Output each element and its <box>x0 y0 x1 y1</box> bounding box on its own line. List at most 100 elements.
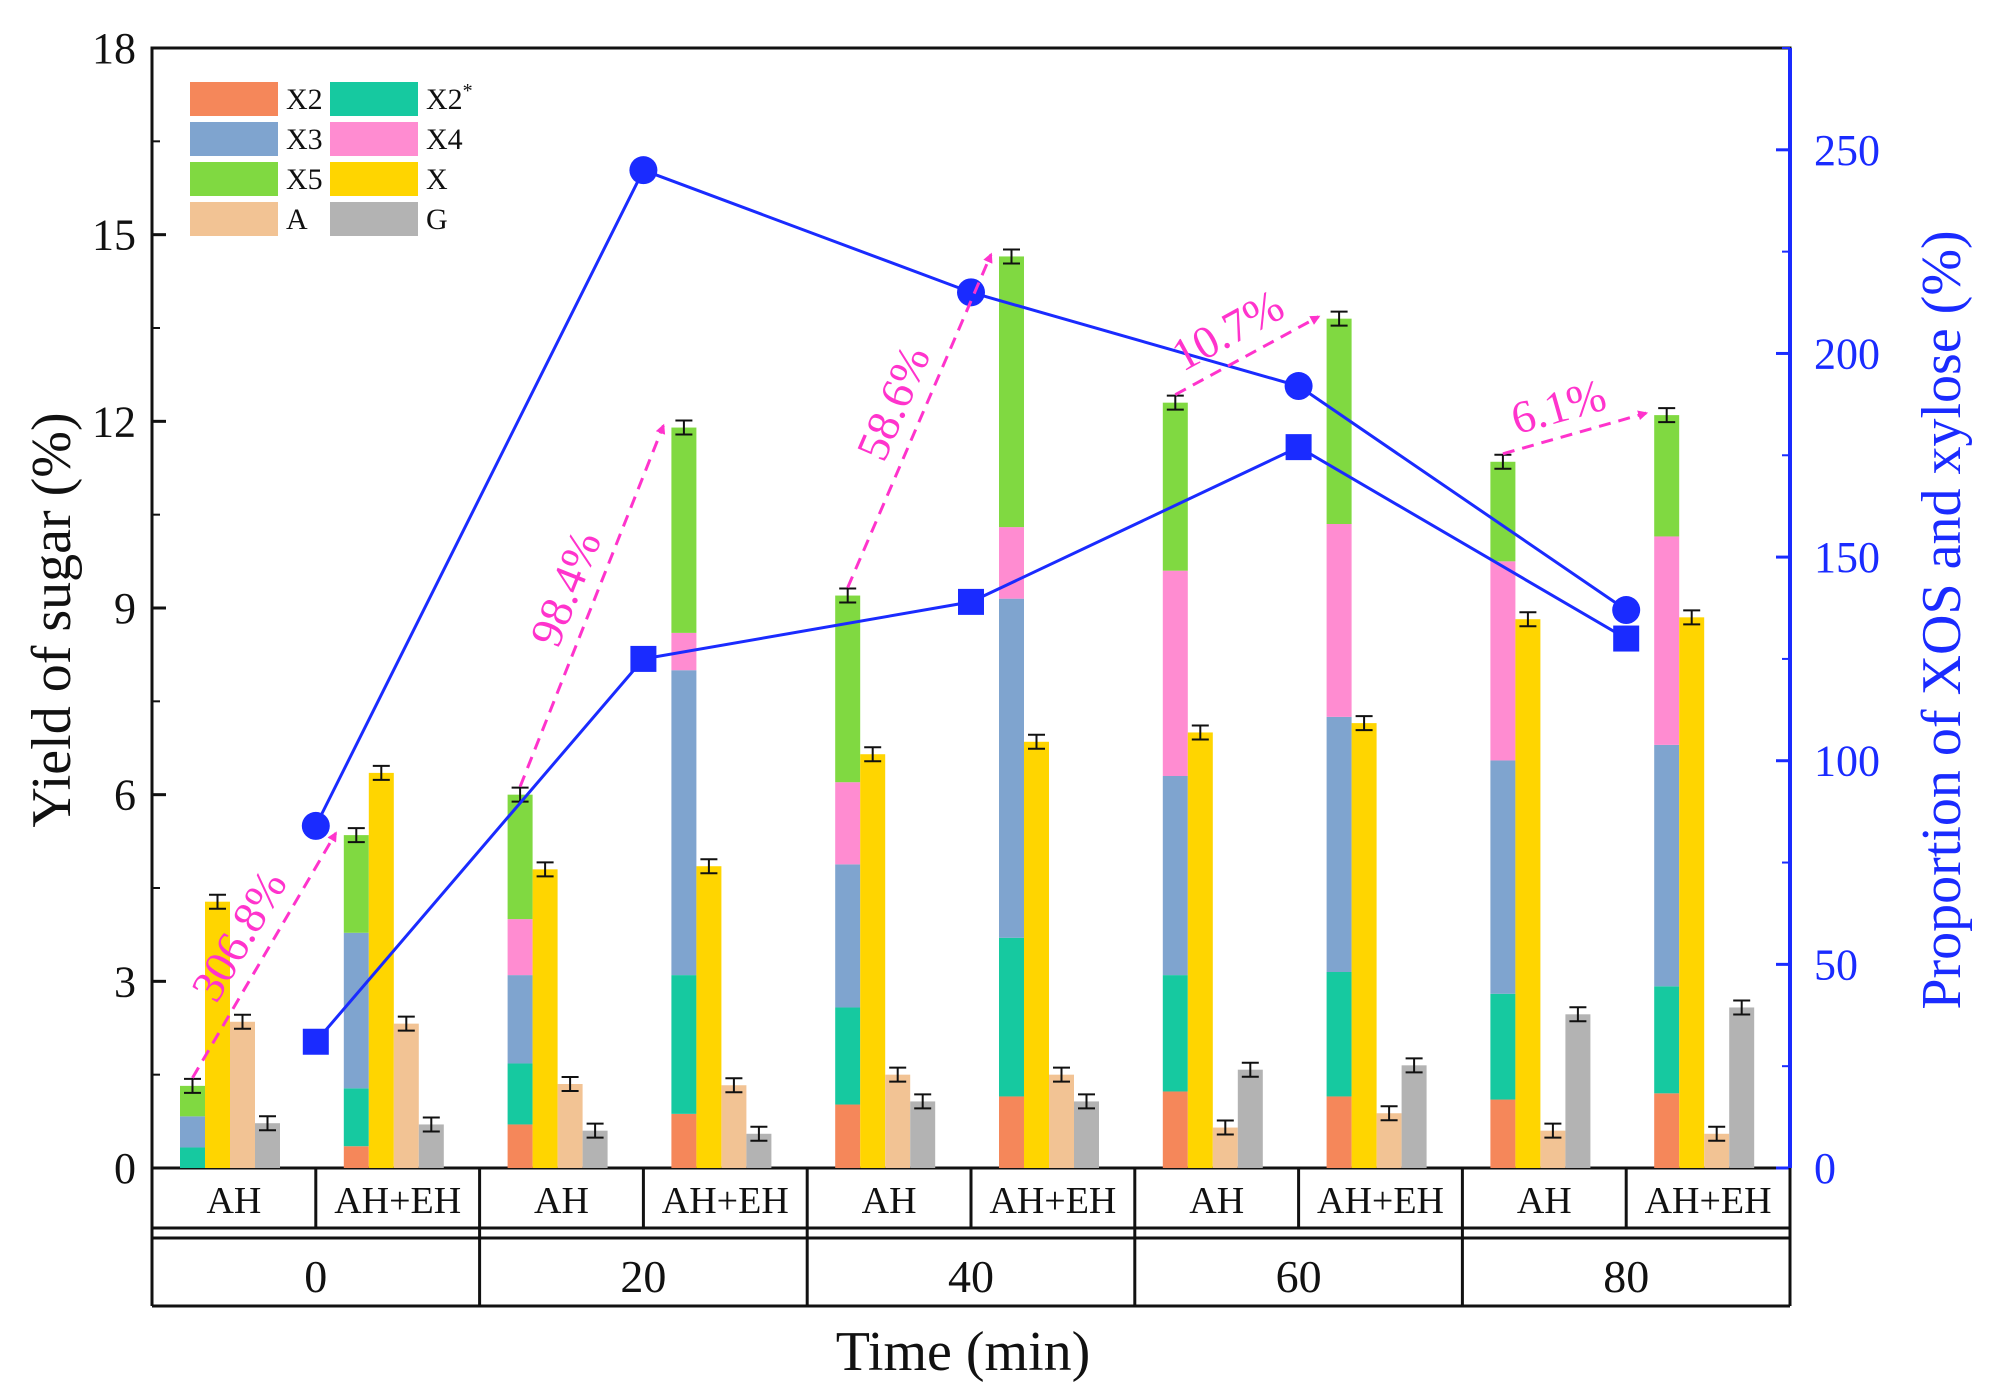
y2-tick-label: 0 <box>1814 1144 1836 1193</box>
bar-X5-60-AH <box>1162 402 1188 571</box>
bar-G-80-AH <box>1565 1014 1591 1168</box>
y2-tick-label: 100 <box>1814 737 1880 786</box>
legend-label-X2: X2 <box>286 83 323 116</box>
bar-X-80-AH+EH <box>1679 617 1705 1168</box>
legend: X2 X2* X3 X4 X5 X A G <box>190 80 473 236</box>
bar-X-40-AH+EH <box>1024 741 1049 1168</box>
y-axis-title: Yield of sugar (%) <box>21 412 83 827</box>
category-label: AH+EH <box>1317 1180 1444 1222</box>
bar-G-60-AH+EH <box>1401 1065 1427 1168</box>
bar-X-60-AH+EH <box>1351 723 1377 1168</box>
bar-X4-20-AH <box>507 919 533 976</box>
legend-swatch-A <box>190 202 278 236</box>
legend-swatch-X2s <box>330 82 418 116</box>
bar-X4-40-AH <box>835 782 861 865</box>
bar-X2s-20-AH <box>507 1063 533 1125</box>
y2-tick-label: 200 <box>1814 329 1880 378</box>
bar-X2-0-AH+EH <box>343 1146 369 1168</box>
bar-G-80-AH+EH <box>1729 1007 1755 1168</box>
bar-X-20-AH+EH <box>696 866 722 1168</box>
y2-tick-label: 250 <box>1814 126 1880 175</box>
bar-X5-0-AH+EH <box>343 835 369 933</box>
y-tick-label: 0 <box>114 1144 136 1193</box>
category-label: AH+EH <box>334 1180 461 1222</box>
annotation-arrow <box>1502 410 1649 456</box>
bar-X5-40-AH <box>835 595 861 783</box>
bar-X3-20-AH+EH <box>671 670 697 976</box>
bar-X2s-20-AH+EH <box>671 975 697 1114</box>
bar-X2-20-AH <box>507 1124 533 1168</box>
category-label: AH <box>1189 1180 1244 1222</box>
bar-X2s-0-AH+EH <box>343 1088 369 1147</box>
bar-G-40-AH+EH <box>1074 1101 1099 1168</box>
bar-G-60-AH <box>1237 1069 1263 1168</box>
bar-X-40-AH <box>860 754 886 1168</box>
bar-X-60-AH <box>1187 732 1213 1168</box>
marker-circle <box>1612 596 1641 625</box>
category-label: AH+EH <box>1645 1180 1772 1222</box>
bar-X3-0-AH+EH <box>343 932 369 1089</box>
legend-label-X2s: X2* <box>426 80 473 116</box>
bar-A-60-AH+EH <box>1376 1113 1402 1168</box>
bar-X2s-60-AH <box>1162 975 1188 1092</box>
category-label: AH+EH <box>662 1180 789 1222</box>
legend-swatch-G <box>330 202 418 236</box>
line-circle <box>314 168 1628 827</box>
bar-X2-40-AH+EH <box>999 1096 1024 1168</box>
bar-X-0-AH+EH <box>368 772 394 1168</box>
bar-X-20-AH <box>532 869 558 1168</box>
plot-area: 0 3 6 9 12 15 18 0 50 100 150 200 250 <box>92 24 1880 1193</box>
bar-X2s-40-AH <box>835 1007 861 1105</box>
bar-A-20-AH+EH <box>721 1085 747 1168</box>
marker-circle <box>1284 372 1313 401</box>
marker-square <box>958 588 984 615</box>
bar-X5-60-AH+EH <box>1326 318 1352 524</box>
bar-X3-80-AH+EH <box>1654 744 1680 987</box>
bar-X2-60-AH+EH <box>1326 1096 1352 1168</box>
marker-square <box>630 645 657 672</box>
bar-X2s-60-AH+EH <box>1326 972 1352 1097</box>
x-axis-title: Time (min) <box>836 1321 1091 1383</box>
bar-X4-60-AH+EH <box>1326 524 1352 717</box>
legend-label-A: A <box>286 203 308 236</box>
bar-X3-60-AH <box>1162 776 1188 976</box>
bar-X3-0-AH <box>180 1116 205 1148</box>
bar-G-40-AH <box>910 1101 936 1168</box>
bar-X5-40-AH+EH <box>999 256 1024 528</box>
bar-X2-20-AH+EH <box>671 1113 697 1168</box>
category-label: AH <box>534 1180 589 1222</box>
bar-A-0-AH+EH <box>393 1023 419 1168</box>
bar-X3-60-AH+EH <box>1326 716 1352 972</box>
legend-label-X5: X5 <box>286 163 323 196</box>
marker-square <box>1285 434 1312 461</box>
legend-swatch-X <box>330 162 418 196</box>
annotation-arrow <box>1174 315 1321 396</box>
bar-X5-80-AH+EH <box>1654 415 1680 537</box>
y-tick-label: 3 <box>114 957 136 1006</box>
bar-X4-80-AH+EH <box>1654 536 1680 745</box>
y-tick-label: 9 <box>114 584 136 633</box>
annotation-label: 98.4% <box>520 524 611 653</box>
bar-X2s-40-AH+EH <box>999 937 1024 1097</box>
bar-X5-80-AH <box>1490 461 1516 562</box>
legend-swatch-X3 <box>190 122 278 156</box>
bar-X2-40-AH <box>835 1104 861 1168</box>
marker-circle <box>629 156 658 185</box>
group-label: 80 <box>1603 1251 1649 1302</box>
y-tick-label: 18 <box>92 24 136 73</box>
marker-square <box>1613 625 1640 652</box>
group-label: 0 <box>304 1251 327 1302</box>
bar-X5-20-AH <box>507 794 533 920</box>
bar-X2s-80-AH+EH <box>1654 986 1680 1094</box>
bar-A-0-AH <box>230 1021 255 1168</box>
bar-A-40-AH+EH <box>1049 1074 1074 1168</box>
y2-tick-label: 150 <box>1814 533 1880 582</box>
bar-X-80-AH <box>1515 619 1541 1168</box>
y-tick-label: 12 <box>92 397 136 446</box>
annotation-label: 6.1% <box>1505 369 1611 444</box>
group-label: 60 <box>1276 1251 1322 1302</box>
legend-label-X4: X4 <box>426 123 463 156</box>
y2-axis-title: Proportion of XOS and xylose (%) <box>1911 230 1973 1009</box>
annotation-arrow <box>191 831 338 1079</box>
